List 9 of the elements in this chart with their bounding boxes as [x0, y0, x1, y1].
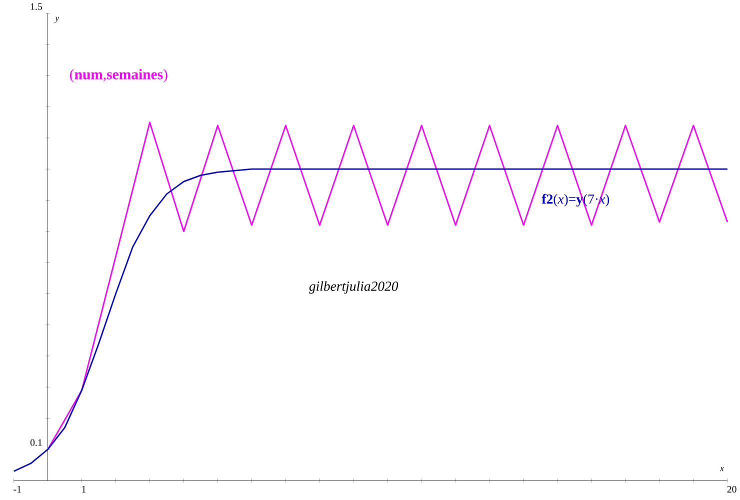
x-tick-label: -1: [14, 486, 21, 492]
y-axis-title: y: [54, 16, 60, 23]
x-axis-title: x: [720, 466, 724, 472]
text: (num,semaines): [70, 68, 168, 82]
y-tick-label: 1.5: [30, 3, 42, 10]
y-tick-label: 0.1: [30, 439, 42, 446]
annotation: gilbertjulia2020: [308, 281, 398, 294]
x-tick-label: 20: [727, 486, 736, 492]
x-tick-label: 1: [82, 486, 86, 492]
